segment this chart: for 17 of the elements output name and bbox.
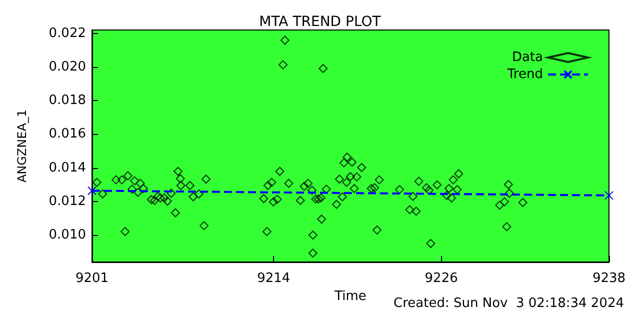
y-tick-label: 0.018	[48, 93, 86, 108]
y-axis-title: ANGZNEA_1	[15, 109, 29, 183]
y-tick-label: 0.022	[48, 26, 86, 41]
x-axis-title: Time	[334, 288, 366, 304]
x-tick-label: 9214	[257, 271, 290, 286]
legend-label: Trend	[506, 67, 543, 82]
x-tick-label: 9201	[75, 271, 109, 286]
y-tick-label: 0.010	[48, 228, 86, 243]
x-tick-label: 9226	[424, 271, 458, 286]
y-tick-label: 0.016	[48, 126, 86, 142]
text: Created: Sun Nov 3 02:18:34 2024	[394, 296, 624, 311]
x-tick-label: 9238	[592, 271, 626, 286]
chart-title: MTA TREND PLOT	[259, 14, 382, 30]
y-tick-label: 0.014	[48, 160, 86, 176]
legend-label: Data	[512, 50, 543, 65]
y-tick-label: 0.020	[48, 59, 86, 74]
y-tick-label: 0.012	[48, 194, 86, 209]
